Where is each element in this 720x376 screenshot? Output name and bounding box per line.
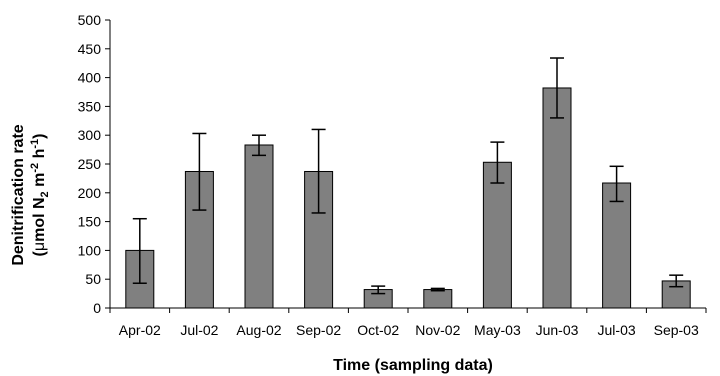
x-axis-title: Time (sampling data)	[333, 357, 493, 374]
y-axis-title-line2: (μmol N2 m-2 h-1)	[29, 134, 51, 257]
bar	[602, 182, 632, 309]
x-tick-label: Oct-02	[357, 322, 399, 338]
y-tick-label: 450	[78, 41, 102, 57]
y-tick-label: 200	[78, 185, 102, 201]
x-axis-ticks: Apr-02 Jul-02 Aug-02 Sep-02 Oct-02 Nov-02 May-…	[109, 308, 707, 338]
y-axis-title: Denitrification rate (μmol N2 m-2 h-1)	[10, 124, 51, 265]
y-axis-title-line1: Denitrification rate	[10, 124, 27, 265]
y-tick-label: 250	[78, 156, 102, 172]
y-tick-label: 100	[78, 242, 102, 258]
x-tick-label: Apr-02	[119, 322, 161, 338]
x-tick-label: Sep-03	[654, 322, 699, 338]
x-tick-label: Jun-03	[536, 322, 579, 338]
y-tick-label: 50	[85, 271, 101, 287]
error-bars	[132, 57, 684, 295]
x-tick-label: Jul-03	[598, 322, 636, 338]
bar	[244, 144, 274, 309]
x-tick-label: Sep-02	[296, 322, 341, 338]
bars	[125, 87, 691, 309]
bar	[423, 289, 453, 309]
x-tick-label: May-03	[474, 322, 521, 338]
bar	[542, 87, 572, 309]
x-tick-label: Nov-02	[415, 322, 460, 338]
x-tick-label: Aug-02	[236, 322, 281, 338]
y-tick-label: 500	[78, 12, 102, 28]
y-tick-label: 150	[78, 214, 102, 230]
y-tick-label: 350	[78, 98, 102, 114]
bar	[482, 161, 512, 309]
y-tick-label: 0	[93, 300, 101, 316]
y-tick-label: 400	[78, 70, 102, 86]
y-tick-label: 300	[78, 127, 102, 143]
y-axis-ticks: 0 50 100 150 200 250 300 350 400 450 500	[78, 12, 110, 316]
x-tick-label: Jul-02	[180, 322, 218, 338]
mu-symbol: μ	[31, 242, 48, 251]
